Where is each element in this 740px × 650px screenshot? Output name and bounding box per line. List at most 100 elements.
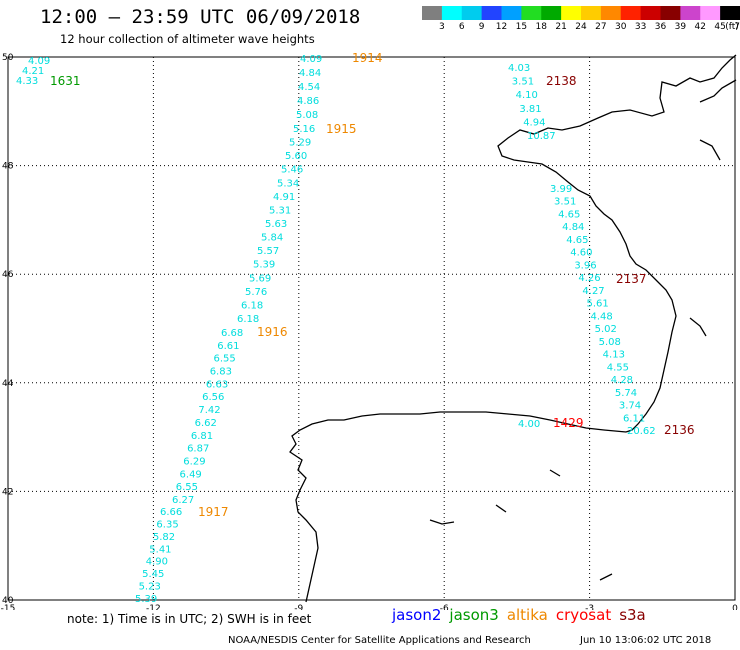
lat-tick-label: 46	[2, 270, 14, 280]
swh-value: 5.41	[149, 544, 171, 555]
legend-jason2: jason2	[392, 606, 442, 624]
track-time-label: 2138	[546, 74, 577, 88]
colorbar-swatch	[441, 6, 463, 20]
colorbar-label: 9	[478, 22, 485, 32]
colorbar-label: 6	[458, 22, 465, 32]
swh-value: 5.39	[135, 594, 157, 605]
swh-value: 4.65	[558, 209, 580, 220]
swh-value: 5.45	[142, 569, 164, 580]
colorbar-label: 27	[595, 22, 607, 32]
colorbar-swatch	[700, 6, 721, 20]
track-time-label: 1631	[50, 74, 81, 88]
lat-tick-label: 44	[2, 379, 14, 389]
swh-value: 4.10	[516, 90, 538, 101]
track-time-label: 1429	[553, 416, 584, 430]
swh-value: 6.18	[241, 300, 263, 311]
colorbar-labels: 36912151821242730333639424570(ft)	[422, 22, 740, 36]
swh-value: 5.57	[257, 246, 279, 257]
colorbar-swatch	[521, 6, 542, 20]
colorbar-label: 33	[634, 22, 647, 32]
colorbar-swatch	[660, 6, 681, 20]
swh-value: 3.99	[550, 184, 572, 195]
swh-value: 5.29	[289, 138, 311, 149]
units-note: note: 1) Time is in UTC; 2) SWH is in fe…	[67, 612, 312, 626]
credit-line: NOAA/NESDIS Center for Satellite Applica…	[228, 635, 531, 646]
colorbar-label: 42	[694, 22, 706, 32]
swh-value: 5.34	[277, 178, 299, 189]
swh-value: 6.63	[206, 379, 228, 390]
lon-tick-label: -6	[440, 604, 449, 610]
swh-value: 6.81	[191, 431, 213, 442]
colorbar-label: 18	[535, 22, 547, 32]
generated-timestamp: Jun 10 13:06:02 UTC 2018	[580, 635, 712, 646]
colorbar-swatch	[720, 6, 740, 20]
colorbar-swatch	[501, 6, 522, 20]
swh-value: 5.46	[281, 165, 303, 176]
swh-value: 4.55	[607, 362, 629, 373]
swh-value: 6.49	[180, 469, 202, 480]
map-title: 12:00 – 23:59 UTC 06/09/2018	[40, 6, 361, 28]
colorbar-label: (ft)	[725, 22, 739, 32]
colorbar-swatch	[561, 6, 582, 20]
map-subtitle: 12 hour collection of altimeter wave hei…	[60, 32, 315, 46]
swh-value: 4.09	[300, 54, 322, 65]
swh-value: 4.21	[22, 66, 44, 77]
swh-value: 6.29	[183, 456, 205, 467]
colorbar-label: 3	[439, 22, 445, 32]
swh-value: 20.62	[627, 426, 656, 437]
colorbar-swatch	[481, 6, 502, 20]
swh-value: 4.90	[146, 557, 168, 568]
legend-cryosat: cryosat	[555, 606, 612, 624]
swh-value: 3.51	[554, 197, 576, 208]
axis-tick-labels: -15 -12 -9 -6 -3 0 50 48 46 44 42 40	[1, 53, 738, 610]
satellite-legend: jason2 jason3 altika cryosat s3a	[392, 606, 654, 624]
track-time-label: 1914	[352, 51, 383, 65]
lat-tick-label: 42	[2, 487, 13, 497]
swh-value: 3.96	[574, 260, 596, 271]
coastline	[289, 54, 737, 603]
swh-value: 4.60	[570, 248, 592, 259]
map-frame	[7, 56, 736, 601]
swh-value: 5.76	[245, 287, 267, 298]
swh-value: 4.48	[591, 311, 613, 322]
swh-value: 5.69	[249, 273, 271, 284]
swh-value: 5.39	[253, 260, 275, 271]
colorbar-swatch	[422, 6, 443, 20]
swh-value: 6.87	[187, 444, 209, 455]
lon-tick-label: -15	[1, 604, 16, 610]
swh-value: 4.94	[523, 117, 545, 128]
colorbar-label: 70	[734, 22, 740, 32]
colorbar-swatch	[640, 6, 661, 20]
swh-value: 5.82	[153, 532, 175, 543]
swh-value: 4.13	[603, 350, 625, 361]
swh-value: 3.81	[519, 104, 541, 115]
swh-value: 6.55	[213, 354, 235, 365]
swh-value: 5.61	[586, 299, 608, 310]
colorbar-label: 45	[714, 22, 726, 32]
lon-tick-label: -9	[294, 604, 303, 610]
track-time-label: 2136	[664, 423, 695, 437]
colorbar-label: 15	[515, 22, 528, 32]
swh-value: 6.68	[221, 328, 243, 339]
colorbar-label: 24	[575, 22, 587, 32]
lat-tick-label: 50	[2, 53, 14, 63]
swh-value: 6.18	[237, 314, 259, 325]
colorbar-label: 30	[615, 22, 627, 32]
legend-altika: altika	[506, 606, 548, 624]
lat-tick-label: 40	[2, 596, 14, 606]
track-time-label: 2137	[616, 272, 647, 286]
swh-value: 4.27	[582, 286, 604, 297]
swh-value: 6.66	[160, 507, 182, 518]
track-time-label: 1915	[326, 122, 357, 136]
colorbar-label: 21	[555, 22, 567, 32]
colorbar-swatch	[461, 6, 483, 20]
colorbar-swatch	[600, 6, 622, 20]
swh-value: 5.02	[595, 324, 617, 335]
swh-value: 6.35	[156, 519, 178, 530]
swh-value: 6.83	[210, 367, 232, 378]
swh-value: 10.87	[527, 131, 556, 142]
swh-value: 5.63	[265, 219, 287, 230]
map-grid	[7, 56, 736, 601]
swh-value: 6.56	[202, 392, 224, 403]
swh-value: 4.65	[566, 235, 588, 246]
